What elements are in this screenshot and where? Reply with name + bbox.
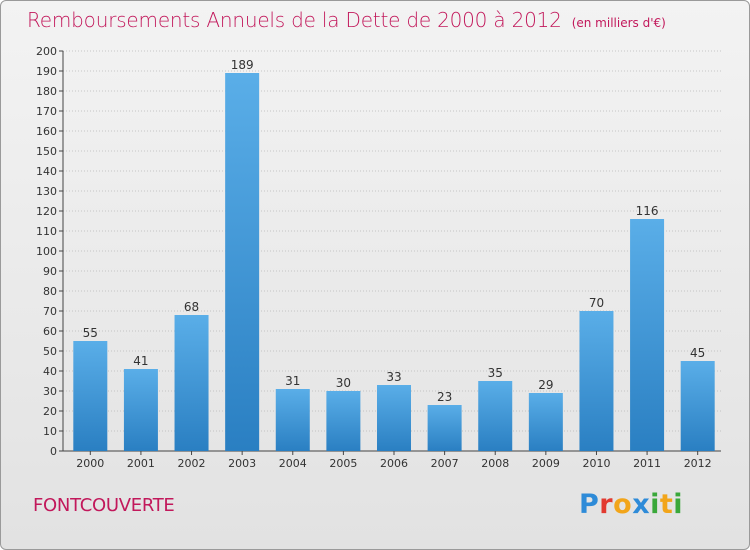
y-tick-label: 140 [36,165,57,178]
y-tick-label: 80 [43,285,57,298]
bar-value-label: 31 [285,374,300,388]
y-tick-label: 50 [43,345,57,358]
bar [478,381,513,451]
y-tick-label: 170 [36,105,57,118]
chart-title-block: Remboursements Annuels de la Dette de 20… [27,8,666,32]
logo-letter: P [579,489,600,520]
y-tick-label: 200 [36,45,57,58]
bar-value-label: 41 [133,354,148,368]
bar [630,219,665,451]
y-tick-label: 160 [36,125,57,138]
logo-letter: t [659,489,674,520]
logo-letter: r [599,489,614,520]
bar-value-label: 189 [231,58,254,72]
bar-value-label: 33 [386,370,401,384]
y-tick-label: 40 [43,365,57,378]
y-tick-label: 150 [36,145,57,158]
y-tick-label: 180 [36,85,57,98]
y-tick-label: 90 [43,265,57,278]
x-tick-label: 2009 [532,457,560,470]
bar-value-label: 30 [336,376,351,390]
bar [225,73,260,451]
bar [174,315,209,451]
y-tick-label: 100 [36,245,57,258]
bar [377,385,411,451]
x-tick-label: 2001 [127,457,155,470]
bar-value-label: 70 [589,296,604,310]
x-tick-label: 2010 [582,457,610,470]
x-tick-label: 2007 [431,457,459,470]
bar [579,311,614,451]
y-tick-label: 10 [43,425,57,438]
y-tick-label: 120 [36,205,57,218]
y-tick-label: 130 [36,185,57,198]
x-tick-label: 2006 [380,457,408,470]
y-tick-label: 110 [36,225,57,238]
bar-value-label: 55 [83,326,98,340]
y-tick-label: 30 [43,385,57,398]
commune-name: FONTCOUVERTE [33,495,175,516]
bar-value-label: 68 [184,300,199,314]
bar [275,389,310,451]
y-tick-label: 20 [43,405,57,418]
logo-letter: i [650,489,660,520]
bar-value-label: 45 [690,346,705,360]
bar [326,391,361,451]
bar [73,341,108,451]
bar-value-label: 35 [488,366,503,380]
bar-value-label: 29 [538,378,553,392]
bar [123,369,158,451]
proxiti-logo[interactable]: Proxiti [579,489,683,520]
logo-letter: x [632,489,651,520]
bar [528,393,563,451]
x-tick-label: 2004 [279,457,307,470]
x-tick-label: 2002 [178,457,206,470]
y-tick-label: 190 [36,65,57,78]
y-tick-label: 0 [50,445,57,458]
x-tick-label: 2003 [228,457,256,470]
bar [680,361,715,451]
x-tick-label: 2012 [684,457,712,470]
x-tick-label: 2008 [481,457,509,470]
y-tick-label: 70 [43,305,57,318]
bar [427,405,462,451]
y-tick-label: 60 [43,325,57,338]
chart-unit: (en milliers d'€) [571,16,666,30]
chart-title: Remboursements Annuels de la Dette de 20… [27,8,562,32]
x-tick-label: 2000 [76,457,104,470]
logo-letter: i [673,489,684,520]
bar-value-label: 23 [437,390,452,404]
bar-value-label: 116 [636,204,659,218]
logo-letter: o [613,489,633,520]
x-tick-label: 2005 [329,457,357,470]
x-tick-label: 2011 [633,457,661,470]
